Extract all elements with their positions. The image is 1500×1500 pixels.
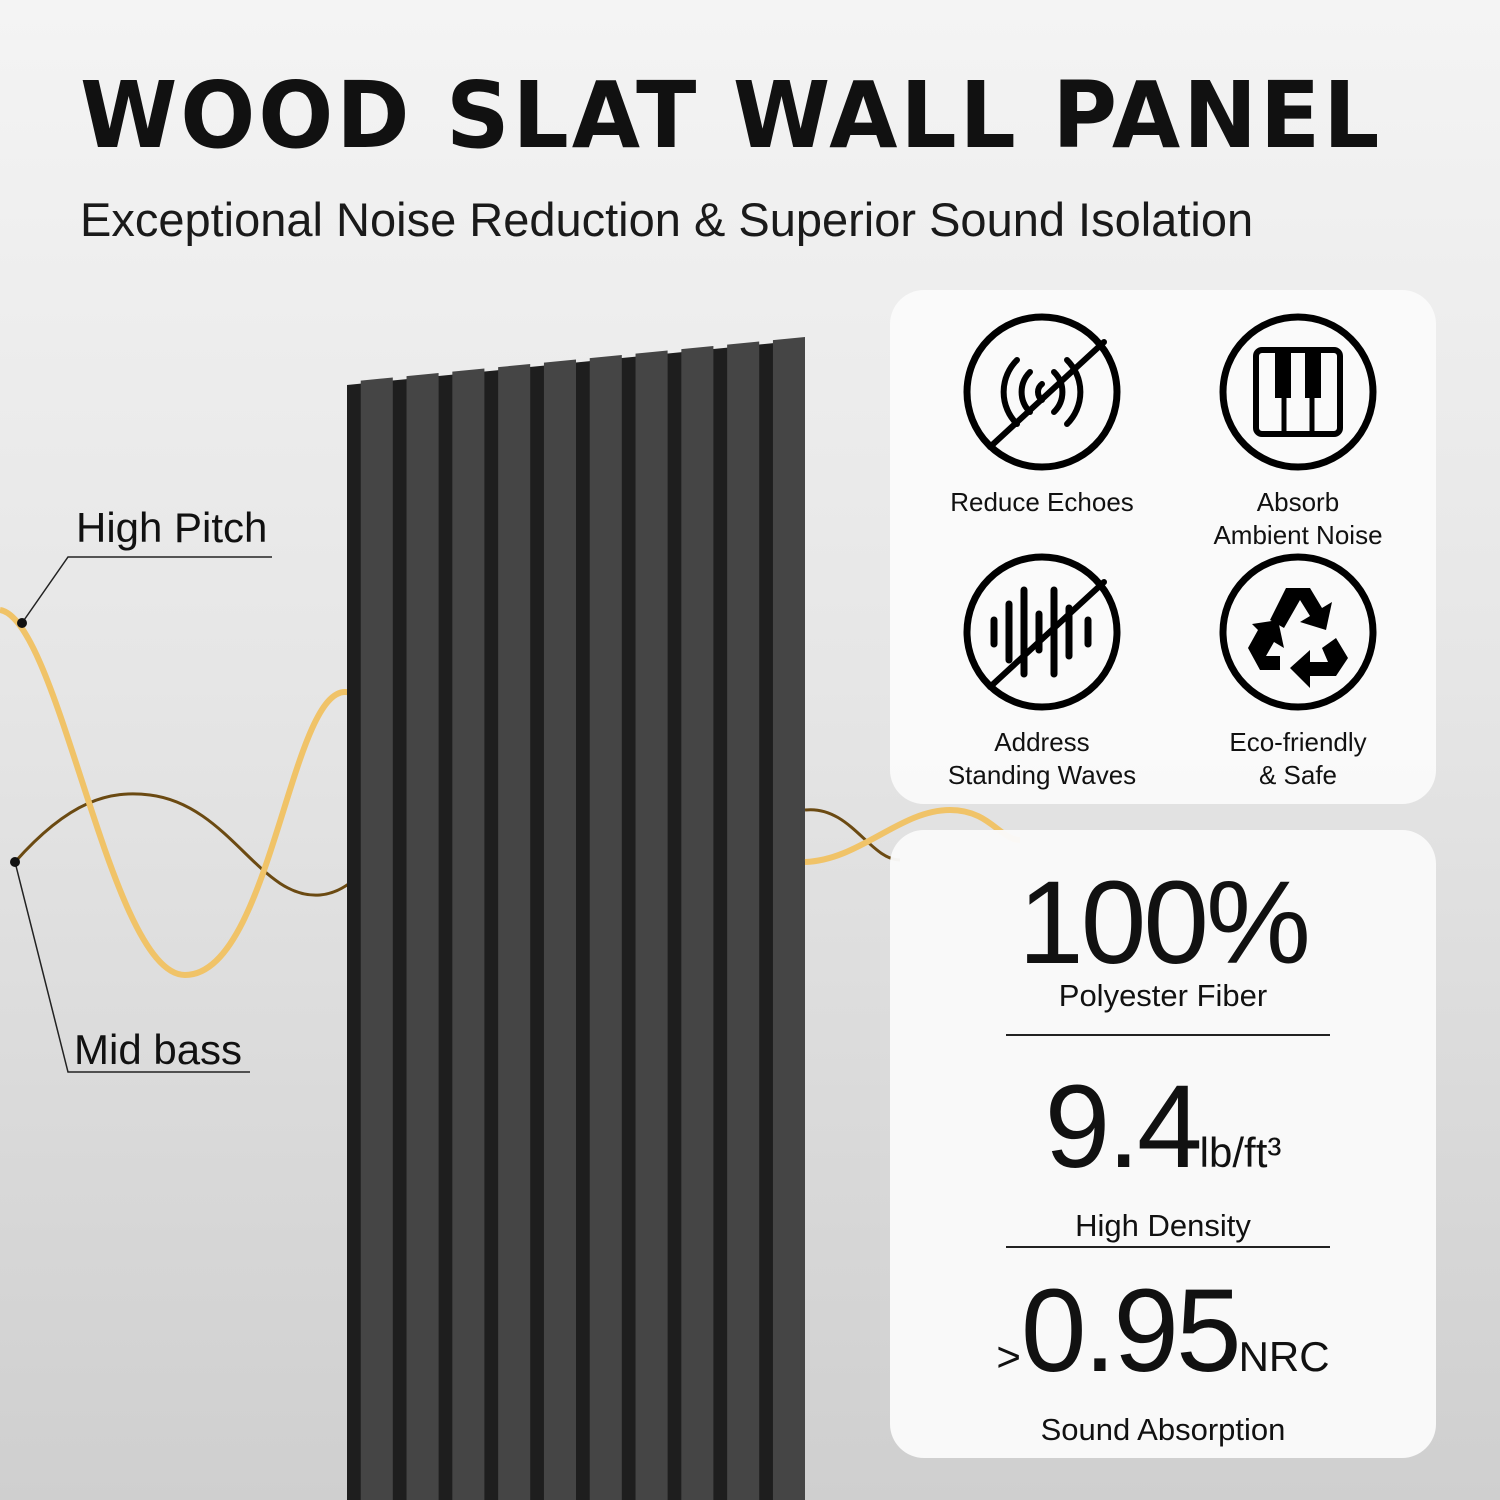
slat (406, 373, 439, 1500)
divider (1006, 1246, 1330, 1248)
feature-reduce-echoes: Reduce Echoes (912, 312, 1172, 519)
mid-bass-label: Mid bass (74, 1026, 243, 1073)
high-pitch-dot (17, 618, 27, 628)
stat-nrc: >0.95NRC Sound Absorption (890, 1272, 1436, 1448)
stats-card: 100% Polyester Fiber 9.4lb/ft³ High Dens… (890, 830, 1436, 1458)
stat-material: 100% Polyester Fiber (890, 864, 1436, 1014)
stat-value: 0.95 (1020, 1265, 1242, 1397)
divider (1006, 1034, 1330, 1036)
feature-label: Eco-friendly (1229, 727, 1367, 757)
slat (543, 359, 576, 1500)
page-title: WOOD SLAT WALL PANEL (80, 62, 1383, 169)
no-echo-icon (963, 313, 1121, 471)
slat (681, 346, 714, 1500)
page-subtitle: Exceptional Noise Reduction & Superior S… (80, 193, 1254, 246)
slat (635, 350, 668, 1500)
feature-label: Absorb (1256, 487, 1340, 517)
stat-unit: NRC (1238, 1333, 1330, 1380)
stat-prefix: > (996, 1333, 1021, 1380)
stat-value: 100% (1018, 857, 1311, 989)
features-card: Reduce Echoes Absorb Ambient Noise Addre… (890, 290, 1436, 804)
wood-slat-panel (347, 337, 805, 1500)
slat (498, 364, 531, 1500)
stat-density: 9.4lb/ft³ High Density (890, 1068, 1436, 1244)
stat-value: 9.4 (1044, 1061, 1203, 1193)
slat (772, 337, 805, 1500)
piano-keys-icon (1219, 313, 1377, 471)
no-soundwave-icon (963, 553, 1121, 711)
feature-eco-friendly: Eco-friendly & Safe (1168, 552, 1428, 792)
high-pitch-leader (21, 556, 272, 624)
feature-absorb-ambient-noise: Absorb Ambient Noise (1168, 312, 1428, 552)
stat-caption: Polyester Fiber (1058, 978, 1268, 1013)
stat-caption: High Density (1075, 1208, 1251, 1243)
mid-bass-leader (14, 861, 250, 1073)
feature-label: & Safe (1258, 760, 1338, 790)
slat (452, 368, 485, 1500)
slat (727, 341, 760, 1500)
feature-label: Standing Waves (947, 760, 1137, 790)
feature-label: Ambient Noise (1213, 520, 1383, 550)
stat-caption: Sound Absorption (1040, 1412, 1286, 1447)
feature-address-standing-waves: Address Standing Waves (912, 552, 1172, 792)
feature-label: Reduce Echoes (950, 487, 1134, 517)
slat (589, 355, 622, 1500)
mid-bass-dot (10, 857, 20, 867)
stat-unit: lb/ft³ (1199, 1129, 1282, 1176)
feature-label: Address (994, 727, 1090, 757)
slat (360, 377, 393, 1500)
recycle-icon (1219, 553, 1377, 711)
high-pitch-label: High Pitch (76, 504, 268, 551)
